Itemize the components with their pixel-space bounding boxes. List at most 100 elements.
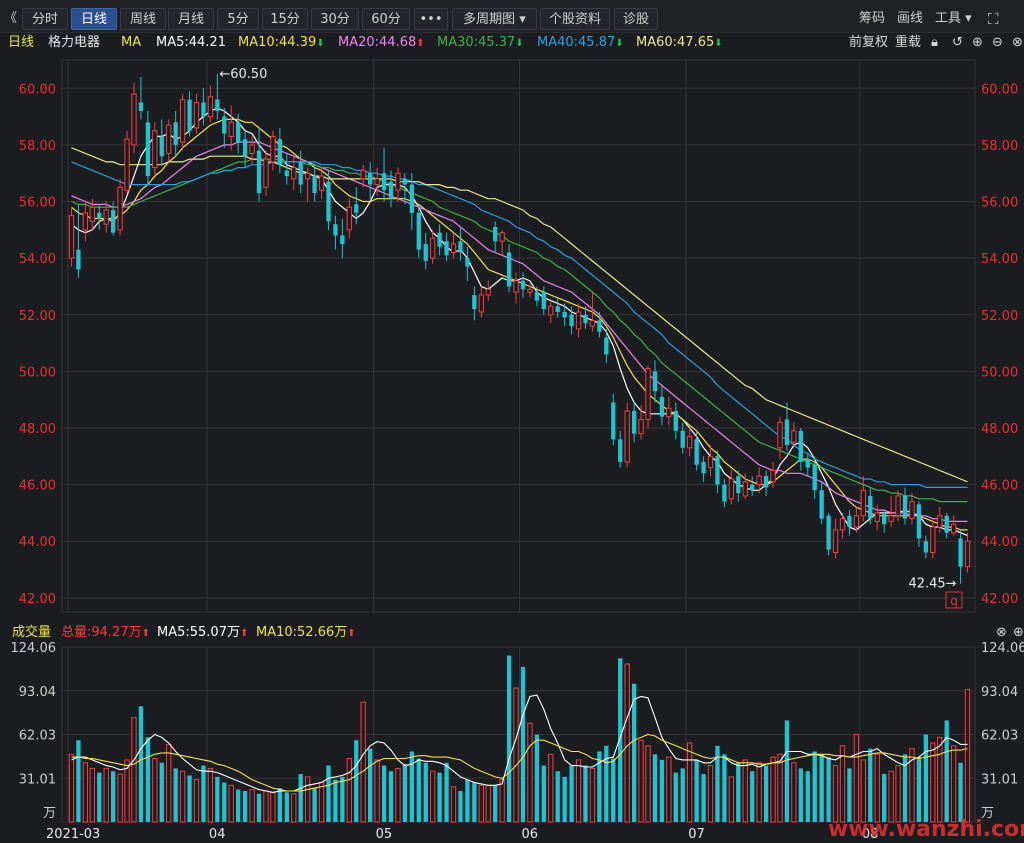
candle xyxy=(256,127,262,202)
candle-body xyxy=(756,475,762,486)
volume-bar xyxy=(478,784,484,823)
candle-body xyxy=(423,244,428,261)
tab-7[interactable]: 60分 xyxy=(362,8,410,30)
volume-bar xyxy=(117,773,123,823)
candle-body xyxy=(701,461,706,474)
candle-body xyxy=(193,101,200,129)
candle-body xyxy=(159,136,164,157)
tab-3[interactable]: 月线 xyxy=(168,8,214,30)
stock-name: 格力电器 xyxy=(48,35,101,50)
candle xyxy=(173,110,178,157)
candle-body xyxy=(604,337,609,355)
volume-tick-right: 31.01 xyxy=(981,772,1018,787)
tab-5[interactable]: 15分 xyxy=(262,8,308,30)
candle xyxy=(694,430,699,471)
tab-11[interactable]: 诊股 xyxy=(614,8,658,30)
zoom-out-icon[interactable]: ⊖ xyxy=(992,35,1003,50)
candle-body xyxy=(722,484,727,502)
candle-body xyxy=(687,435,693,449)
candle-body xyxy=(222,116,227,134)
date-tick: 07 xyxy=(688,827,705,842)
volume-bar xyxy=(110,771,116,822)
candle xyxy=(513,272,519,304)
candle xyxy=(562,303,567,327)
volume-bar xyxy=(256,793,262,822)
candle xyxy=(430,229,436,264)
candle xyxy=(777,416,783,460)
volume-bar xyxy=(430,770,436,823)
candle-body xyxy=(409,184,414,213)
tab-1[interactable]: 日线 xyxy=(71,8,117,30)
volume-bar xyxy=(228,784,234,823)
candle xyxy=(728,470,735,505)
volume-bar xyxy=(242,790,248,822)
candle xyxy=(318,167,325,199)
tab-4[interactable]: 5分 xyxy=(217,8,259,30)
candle-body xyxy=(138,102,144,111)
candle-body xyxy=(381,173,387,191)
chips-button[interactable]: 筹码 xyxy=(859,11,886,26)
candle-body xyxy=(242,139,248,157)
back-icon[interactable]: 《 xyxy=(4,11,18,26)
candle xyxy=(346,198,352,239)
lock-icon[interactable]: 🔒︎ xyxy=(931,35,938,50)
volume-zoom-in-icon[interactable]: ⊕ xyxy=(1013,625,1024,640)
candle-body xyxy=(763,476,769,488)
candle xyxy=(472,286,477,321)
volume-close-icon[interactable]: ⊗ xyxy=(996,625,1007,640)
candle xyxy=(388,170,394,208)
candle-body xyxy=(882,512,887,525)
candle-body xyxy=(548,305,554,316)
candle xyxy=(964,532,971,573)
candle-body xyxy=(76,249,81,270)
volume-bar xyxy=(499,779,505,823)
volume-bar xyxy=(666,756,672,823)
ma30-value: MA30:45.37 xyxy=(437,35,516,50)
volume-bar xyxy=(450,786,457,823)
ma20-legend: MA20:44.68⬆ xyxy=(338,32,425,55)
volume-bar xyxy=(76,740,81,822)
volume-bar xyxy=(937,736,943,823)
volume-tick-left: 万 xyxy=(43,806,56,821)
fullscreen-icon[interactable]: ⛶ xyxy=(988,10,999,28)
tab-2[interactable]: 周线 xyxy=(120,8,166,30)
volume-bar xyxy=(874,753,880,823)
tab-10[interactable]: 个股资料 xyxy=(540,8,610,30)
volume-bar xyxy=(687,742,693,823)
draw-button[interactable]: 画线 xyxy=(897,11,924,26)
volume-bar xyxy=(131,717,137,823)
candle xyxy=(416,204,421,259)
candle-body xyxy=(68,215,75,259)
candle-body xyxy=(201,102,206,117)
candle xyxy=(832,518,839,559)
volume-bar xyxy=(187,775,192,822)
volume-tick-right: 万 xyxy=(981,806,994,821)
tab-8[interactable]: ••• xyxy=(414,8,448,30)
candle xyxy=(902,487,908,525)
tab-0[interactable]: 分时 xyxy=(22,8,68,30)
zoom-in-icon[interactable]: ⊕ xyxy=(972,35,983,50)
close-icon[interactable]: ⊗ xyxy=(1012,35,1023,50)
tab-6[interactable]: 30分 xyxy=(311,8,359,30)
price-tick-left: 46.00 xyxy=(19,479,56,494)
volume-bar xyxy=(437,772,442,822)
candle xyxy=(909,493,915,525)
candle xyxy=(228,105,234,151)
candle-body xyxy=(284,170,289,177)
candle-body xyxy=(555,306,560,312)
tab-9[interactable]: 多周期图 ▾ xyxy=(452,8,537,30)
forward-adjust-button[interactable]: 前复权 xyxy=(849,35,889,50)
reload-button[interactable]: 重载 xyxy=(895,35,922,50)
candle xyxy=(618,430,623,468)
price-tick-left: 56.00 xyxy=(19,196,56,211)
volume-bar xyxy=(423,762,428,822)
volume-bar xyxy=(728,776,735,823)
volume-bar xyxy=(145,737,151,822)
undo-icon[interactable]: ↺ xyxy=(952,35,963,50)
candle xyxy=(868,487,873,525)
candle-body xyxy=(103,209,109,225)
volume-tick-right: 93.04 xyxy=(981,685,1018,700)
tools-button[interactable]: 工具 ▾ xyxy=(935,11,972,26)
candle-body xyxy=(819,490,824,519)
